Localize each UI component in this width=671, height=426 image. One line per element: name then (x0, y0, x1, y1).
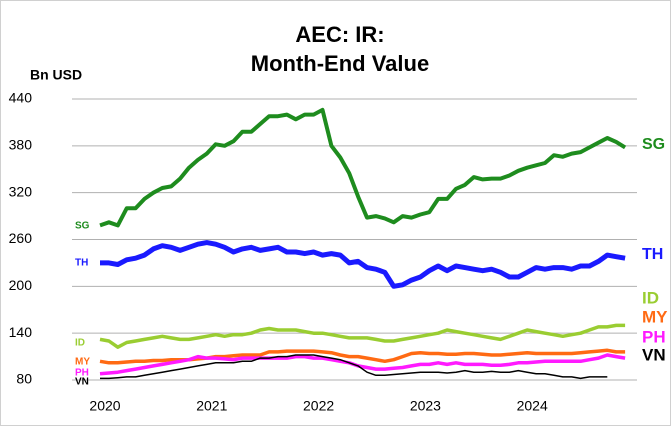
series-label-left: ID (75, 338, 85, 349)
x-tick-label: 2024 (517, 398, 548, 414)
y-tick-label: 440 (9, 90, 33, 106)
series-label-left: MY (75, 357, 90, 368)
series-line (99, 323, 626, 349)
series-line (100, 354, 608, 380)
chart-title: AEC: IR: (295, 22, 384, 47)
series-label-left: SG (75, 221, 90, 232)
y-tick-label: 140 (9, 324, 33, 340)
series-label-right: VN (642, 345, 666, 364)
series-label-right: MY (642, 307, 668, 326)
y-tick-label: 200 (9, 277, 33, 293)
series-label-left: TH (75, 258, 88, 269)
series-line (99, 107, 627, 228)
y-tick-label: 80 (16, 371, 32, 387)
x-tick-label: 2023 (410, 398, 441, 414)
series-label-right: SG (642, 136, 665, 153)
y-tick-label: 380 (9, 137, 33, 153)
series-label-right: ID (642, 288, 659, 307)
chart-title: Month-End Value (251, 51, 429, 76)
series-line (100, 240, 626, 289)
y-tick-label: 320 (9, 183, 33, 199)
y-tick-label: 260 (9, 230, 33, 246)
x-tick-label: 2022 (303, 398, 334, 414)
x-tick-label: 2020 (89, 398, 120, 414)
x-tick-label: 2021 (196, 398, 227, 414)
series-label-left: VN (75, 377, 89, 388)
series-line (99, 353, 626, 376)
series-label-right: TH (642, 246, 663, 263)
y-axis-label: Bn USD (30, 67, 82, 83)
series-label-right: PH (642, 327, 666, 346)
series-label-left: PH (75, 368, 89, 379)
